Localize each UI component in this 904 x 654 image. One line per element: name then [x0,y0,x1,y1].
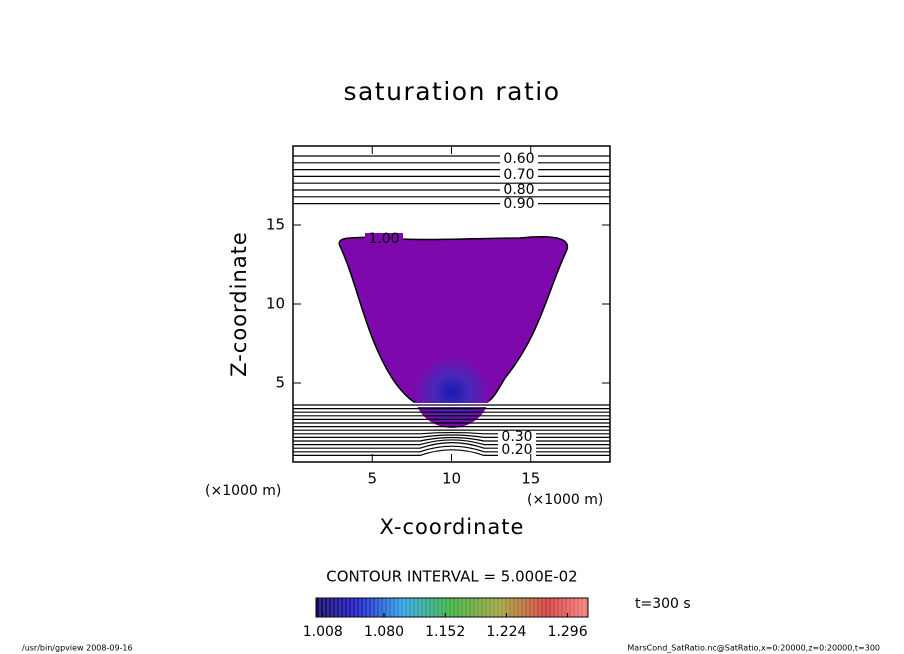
contour-line [293,442,610,449]
contour-line [293,436,610,442]
contour-line [293,449,610,456]
contour-label: 1.00 [368,231,399,247]
colorbar-tick-label: 1.008 [303,624,343,640]
contour-label-bg [365,233,403,245]
contour-line [293,434,610,438]
y-unit: (×1000 m) [205,483,281,499]
contour-line [293,445,610,453]
y-tick-label: 15 [266,216,285,234]
contour-label-bg [500,184,538,196]
contour-label-bg [498,431,536,443]
colorbar-tick-label: 1.152 [425,624,465,640]
contour-label: 0.80 [503,182,534,198]
x-tick-label: 5 [367,470,377,488]
contour-label: 0.90 [503,196,534,212]
y-tick-label: 10 [266,295,285,313]
x-tick-label: 15 [521,470,540,488]
x-axis-label: X-coordinate [380,515,525,539]
contour-label-bg [500,169,538,181]
colorbar [315,597,589,618]
contour-interval: CONTOUR INTERVAL = 5.000E-02 [326,568,577,586]
blob [414,356,490,428]
footer-left: /usr/bin/gpview 2008-09-16 [22,644,133,653]
contour-line [293,431,610,435]
contour-line [293,439,610,446]
colorbar-tick-label: 1.080 [364,624,404,640]
contour-label: 0.30 [501,429,532,445]
colorbar-tick-label: 1.224 [486,624,526,640]
contour-label: 0.60 [503,151,534,167]
y-axis-label: Z-coordinate [227,231,251,377]
filled-region [338,236,569,403]
footer-right: MarsCond_SatRatio.nc@SatRatio,x=0:20000,… [627,644,880,653]
y-tick-label: 5 [275,374,285,392]
x-tick-label: 10 [442,470,461,488]
contour-label-bg [498,444,536,456]
time-label: t=300 s [635,596,691,612]
plot-area [293,155,610,456]
chart-title: saturation ratio [343,77,560,106]
colorbar-stripes [319,598,585,617]
x-unit: (×1000 m) [527,492,603,508]
contour-label-bg [500,198,538,210]
contour-label: 0.70 [503,167,534,183]
colorbar-tick-label: 1.296 [548,624,588,640]
contour-label: 0.20 [501,442,532,458]
contour-label-bg [500,153,538,165]
